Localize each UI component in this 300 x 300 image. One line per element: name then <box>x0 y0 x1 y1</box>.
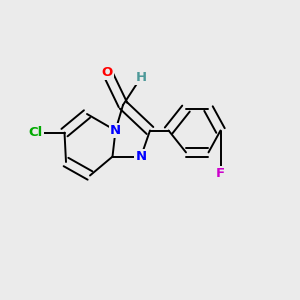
Text: H: H <box>135 71 147 84</box>
Text: Cl: Cl <box>28 126 43 139</box>
Text: N: N <box>110 124 121 137</box>
Text: N: N <box>135 150 147 163</box>
Text: F: F <box>216 167 225 180</box>
Text: O: O <box>102 66 113 79</box>
